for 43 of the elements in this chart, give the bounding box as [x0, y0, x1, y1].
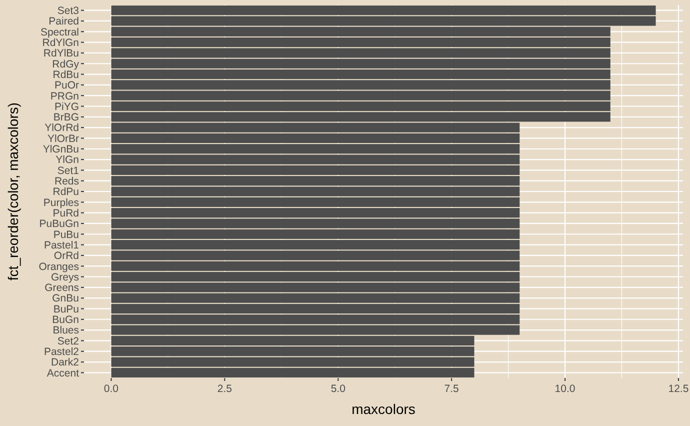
- y-tick-label: YlGnBu: [42, 144, 80, 156]
- y-tick-label: Pastel2: [44, 346, 80, 358]
- y-tick-label: Accent: [46, 367, 80, 380]
- y-tick-label: Set3: [57, 5, 80, 18]
- x-tick-label: 0.0: [104, 383, 119, 395]
- y-tick-label: BrBG: [53, 112, 79, 124]
- y-tick-label: Purples: [43, 196, 79, 209]
- y-tick-label: Pastel1: [44, 239, 80, 252]
- y-tick-label: Greens: [44, 282, 79, 294]
- y-tick-label: Spectral: [40, 26, 79, 38]
- y-tick-label: PuBuGn: [39, 218, 80, 230]
- x-tick-label: 12.5: [668, 383, 689, 395]
- x-tick-label: 5.0: [330, 383, 346, 395]
- x-axis-title: maxcolors: [352, 401, 416, 417]
- y-tick-label: RdYlGn: [42, 36, 80, 49]
- y-tick-label: GnBu: [52, 292, 80, 305]
- y-tick-label: PuOr: [54, 80, 80, 92]
- y-tick-label: YlGn: [56, 154, 80, 166]
- y-axis-title: fct_reorder(color, maxcolors): [5, 102, 21, 281]
- y-tick-label: PuRd: [52, 207, 80, 220]
- y-tick-label: Set2: [57, 335, 80, 348]
- y-tick-label: RdBu: [52, 68, 80, 81]
- y-tick-label: BuGn: [52, 314, 80, 326]
- y-tick-label: RdYlBu: [43, 48, 80, 60]
- y-tick-label: RdPu: [52, 186, 80, 198]
- y-tick-label: Reds: [54, 176, 79, 188]
- y-tick-label: YlOrRd: [44, 122, 80, 134]
- x-tick-label: 2.5: [217, 383, 232, 395]
- y-tick-label: OrRd: [54, 250, 80, 262]
- y-tick-label: Greys: [50, 271, 79, 284]
- x-tick-label: 7.5: [444, 383, 460, 395]
- y-tick-label: PiYG: [54, 100, 79, 113]
- y-tick-label: BuPu: [53, 303, 80, 316]
- y-tick-label: YlOrBr: [48, 132, 80, 145]
- y-tick-label: PuBu: [53, 228, 80, 241]
- y-tick-label: Dark2: [50, 356, 80, 369]
- y-tick-label: Paired: [48, 16, 80, 28]
- y-tick-label: RdGy: [52, 58, 80, 70]
- y-tick-label: PRGn: [50, 90, 80, 102]
- x-tick-label: 10.0: [554, 383, 576, 395]
- y-tick-label: Blues: [52, 324, 79, 337]
- y-tick-label: Oranges: [38, 260, 79, 273]
- y-tick-label: Set1: [57, 164, 80, 177]
